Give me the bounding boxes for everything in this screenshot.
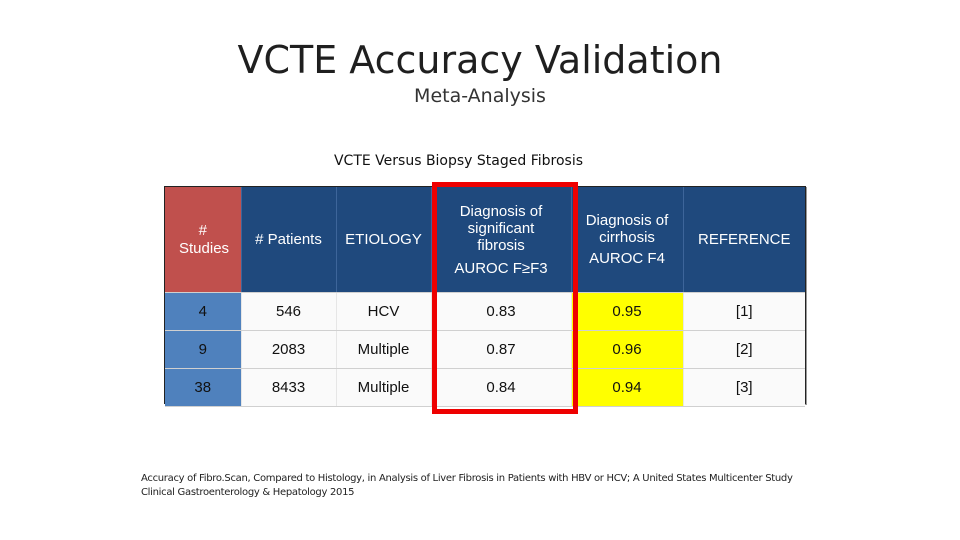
cell-cirrhosis: 0.96	[570, 330, 683, 369]
header-cirrhosis: Diagnosis of cirrhosis AUROC F4	[570, 187, 683, 293]
header-significant-fibrosis: Diagnosis of significant fibrosis AUROC …	[430, 187, 571, 293]
header-studies: # Studies	[165, 187, 241, 293]
header-etiology: ETIOLOGY	[335, 187, 431, 293]
cell-reference: [3]	[682, 368, 805, 407]
cell-etiology: HCV	[335, 292, 431, 331]
cell-studies: 9	[165, 330, 241, 369]
table-row: 9 2083 Multiple 0.87 0.96 [2]	[165, 330, 805, 369]
table-header-row: # Studies # Patients ETIOLOGY Diagnosis …	[165, 187, 805, 293]
header-significant-fibrosis-label: Diagnosis of significant fibrosis	[459, 202, 543, 254]
header-reference: REFERENCE	[682, 187, 805, 293]
cell-patients: 2083	[240, 330, 336, 369]
cell-etiology: Multiple	[335, 330, 431, 369]
slide-subtitle: Meta-Analysis	[414, 85, 546, 107]
cell-reference: [2]	[682, 330, 805, 369]
cell-cirrhosis: 0.94	[570, 368, 683, 407]
header-significant-fibrosis-metric: AUROC F≥F3	[454, 259, 548, 277]
cell-significant-fibrosis: 0.87	[430, 330, 571, 369]
table-row: 4 546 HCV 0.83 0.95 [1]	[165, 292, 805, 331]
table-caption: VCTE Versus Biopsy Staged Fibrosis	[333, 153, 584, 169]
cell-studies: 38	[165, 368, 241, 407]
header-patients: # Patients	[240, 187, 336, 293]
citation: Accuracy of Fibro.Scan, Compared to Hist…	[141, 472, 811, 500]
citation-journal: Clinical Gastroenterology & Hepatology 2…	[141, 487, 355, 498]
header-cirrhosis-metric: AUROC F4	[589, 250, 665, 267]
cell-studies: 4	[165, 292, 241, 331]
table-row: 38 8433 Multiple 0.84 0.94 [3]	[165, 368, 805, 407]
results-table: # Studies # Patients ETIOLOGY Diagnosis …	[165, 187, 805, 407]
cell-significant-fibrosis: 0.83	[430, 292, 571, 331]
cell-reference: [1]	[682, 292, 805, 331]
cell-etiology: Multiple	[335, 368, 431, 407]
cell-patients: 8433	[240, 368, 336, 407]
cell-cirrhosis: 0.95	[570, 292, 683, 331]
results-table-container: # Studies # Patients ETIOLOGY Diagnosis …	[164, 186, 806, 407]
citation-title: Accuracy of Fibro.Scan, Compared to Hist…	[141, 473, 793, 484]
header-cirrhosis-label: Diagnosis of cirrhosis	[585, 212, 669, 246]
slide-title: VCTE Accuracy Validation	[237, 38, 723, 82]
cell-patients: 546	[240, 292, 336, 331]
cell-significant-fibrosis: 0.84	[430, 368, 571, 407]
